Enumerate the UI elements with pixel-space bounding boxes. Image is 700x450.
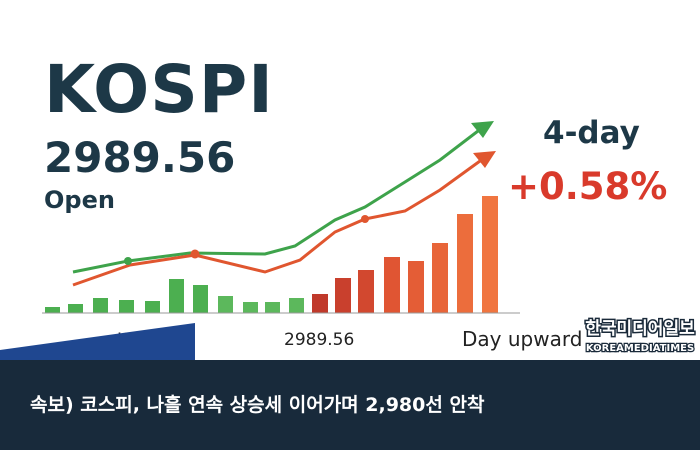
bar [457, 214, 473, 313]
bar [119, 300, 134, 313]
change-period: 4-day [543, 115, 640, 151]
bar [145, 301, 160, 313]
bar [408, 261, 424, 313]
change-percent: +0.58% [508, 165, 667, 208]
dot [124, 257, 132, 265]
bar [384, 257, 400, 313]
axis-label: 2989.56 [284, 330, 354, 350]
index-value: 2989.56 [44, 133, 235, 182]
watermark: 한국미디어일보 KOREAMEDIATIMES [584, 318, 697, 356]
bar [312, 294, 328, 313]
watermark-name-en: KOREAMEDIATIMES [586, 343, 694, 354]
red-trend [72, 159, 481, 287]
bar [68, 304, 83, 313]
index-title: KOSPI [44, 51, 274, 128]
bar [482, 196, 498, 313]
green-arrow [471, 121, 494, 138]
accent-shape [0, 323, 195, 362]
bar [289, 298, 304, 313]
bar [265, 302, 280, 313]
dot [190, 249, 200, 259]
index-label: Open [44, 186, 115, 214]
bar [169, 279, 184, 313]
bar [218, 296, 233, 313]
dot [361, 215, 369, 223]
bar [358, 270, 374, 313]
bars [45, 196, 498, 313]
caption: 속보) 코스피, 나흘 연속 상승세 이어가며 2,980선 안착 [30, 393, 485, 416]
bar [45, 307, 60, 313]
caption-band [0, 360, 700, 450]
bar [193, 285, 208, 313]
axis-label: Day upward [462, 327, 582, 351]
bar [243, 302, 258, 313]
red-arrow [473, 151, 496, 168]
watermark-name: 한국미디어일보 [585, 319, 695, 339]
bar [93, 298, 108, 313]
bar [335, 278, 351, 313]
bar [432, 243, 448, 313]
green-trend [72, 129, 479, 274]
